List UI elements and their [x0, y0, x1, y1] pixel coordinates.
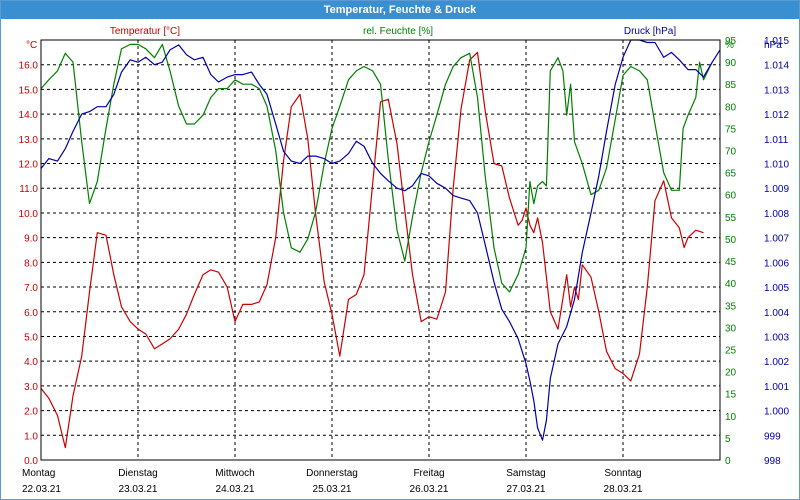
humidity-tick-label: 90	[725, 58, 737, 69]
temperature-series-line	[40, 51, 704, 449]
temperature-tick-label: 4.0	[24, 357, 38, 368]
pressure-tick-label: 1.004	[764, 308, 789, 319]
temperature-tick-label: 14.0	[19, 110, 39, 121]
humidity-unit: %	[725, 40, 734, 51]
humidity-tick-label: 10	[725, 412, 737, 423]
pressure-unit: hPa	[764, 40, 782, 51]
humidity-tick-label: 20	[725, 368, 737, 379]
day-label: Samstag	[506, 468, 545, 479]
humidity-tick-label: 5	[725, 434, 731, 445]
humidity-tick-label: 0	[725, 456, 731, 467]
date-label: 28.03.21	[604, 484, 643, 495]
temperature-axis-title: Temperatur [°C]	[110, 26, 180, 37]
day-label: Sonntag	[604, 468, 641, 479]
day-tick-labels: Montag 22.03.21 Dienstag 23.03.21 Mittwoch 24…	[22, 468, 643, 495]
plot-border	[40, 39, 721, 461]
humidity-tick-label: 65	[725, 169, 737, 180]
temperature-tick-label: 10.0	[19, 209, 39, 220]
humidity-tick-label: 55	[725, 213, 737, 224]
pressure-axis-title: Druck [hPa]	[624, 26, 676, 37]
pressure-tick-labels: 998 999 1.000 1.001 1.002 1.003 1.004 1.005 1.00…	[764, 36, 789, 467]
humidity-tick-label: 45	[725, 257, 737, 268]
date-label: 25.03.21	[313, 484, 352, 495]
temperature-tick-label: 5.0	[24, 332, 38, 343]
day-label: Mittwoch	[215, 468, 254, 479]
pressure-tick-label: 1.002	[764, 357, 789, 368]
humidity-tick-label: 40	[725, 279, 737, 290]
pressure-tick-label: 1.014	[764, 61, 789, 72]
temperature-tick-label: 6.0	[24, 308, 38, 319]
temperature-tick-label: 8.0	[24, 258, 38, 269]
humidity-tick-label: 95	[725, 36, 737, 47]
temperature-tick-label: 15.0	[19, 85, 39, 96]
temperature-tick-label: 1.0	[24, 431, 38, 442]
humidity-tick-label: 60	[725, 191, 737, 202]
pressure-tick-label: 1.010	[764, 160, 789, 171]
pressure-tick-label: 999	[764, 431, 781, 442]
humidity-tick-label: 30	[725, 323, 737, 334]
plot-series	[40, 39, 721, 449]
date-label: 22.03.21	[22, 484, 61, 495]
pressure-tick-label: 1.008	[764, 209, 789, 220]
date-label: 26.03.21	[410, 484, 449, 495]
day-label: Montag	[22, 468, 55, 479]
temperature-tick-label: 0.0	[24, 456, 38, 467]
pressure-tick-label: 998	[764, 456, 781, 467]
pressure-tick-label: 1.003	[764, 332, 789, 343]
pressure-tick-label: 1.006	[764, 258, 789, 269]
temperature-tick-label: 2.0	[24, 407, 38, 418]
pressure-tick-label: 1.007	[764, 234, 789, 245]
date-label: 27.03.21	[507, 484, 546, 495]
day-label: Donnerstag	[306, 468, 358, 479]
humidity-tick-label: 15	[725, 390, 737, 401]
pressure-tick-label: 1.005	[764, 283, 789, 294]
temperature-tick-label: 3.0	[24, 382, 38, 393]
date-label: 24.03.21	[216, 484, 255, 495]
pressure-tick-label: 1.012	[764, 110, 789, 121]
temperature-tick-label: 11.0	[19, 184, 38, 195]
humidity-tick-label: 70	[725, 147, 737, 158]
pressure-series-line	[40, 39, 721, 441]
temperature-unit: °C	[26, 40, 37, 51]
humidity-tick-label: 50	[725, 235, 737, 246]
humidity-series-line	[40, 43, 713, 293]
day-label: Dienstag	[118, 468, 157, 479]
chart-title: Temperatur, Feuchte & Druck	[1, 1, 799, 19]
pressure-tick-label: 1.001	[764, 382, 789, 393]
pressure-tick-label: 1.013	[764, 85, 789, 96]
temperature-tick-label: 7.0	[24, 283, 38, 294]
temperature-tick-label: 16.0	[19, 61, 39, 72]
day-label: Freitag	[413, 468, 444, 479]
temperature-tick-label: 13.0	[19, 135, 39, 146]
pressure-tick-label: 1.009	[764, 184, 789, 195]
temperature-tick-label: 12.0	[19, 160, 39, 171]
temperature-tick-labels: 0.0 1.0 2.0 3.0 4.0 5.0 6.0 7.0 8.0 9.0 10.0 11.0 12…	[19, 61, 39, 467]
humidity-axis-title: rel. Feuchte [%]	[363, 26, 433, 37]
humidity-tick-label: 35	[725, 301, 737, 312]
humidity-tick-label: 75	[725, 124, 737, 135]
humidity-tick-label: 25	[725, 345, 737, 356]
temperature-tick-label: 9.0	[24, 234, 38, 245]
humidity-tick-label: 80	[725, 102, 737, 113]
pressure-tick-label: 1.000	[764, 407, 789, 418]
date-label: 23.03.21	[119, 484, 158, 495]
pressure-tick-label: 1.015	[764, 36, 789, 47]
pressure-tick-label: 1.011	[764, 135, 789, 146]
humidity-tick-label: 85	[725, 80, 737, 91]
humidity-tick-labels: 0 5 10 15 20 25 30 35 40 45 50 55 60 65 70 75 80 85 90 95	[725, 36, 737, 467]
